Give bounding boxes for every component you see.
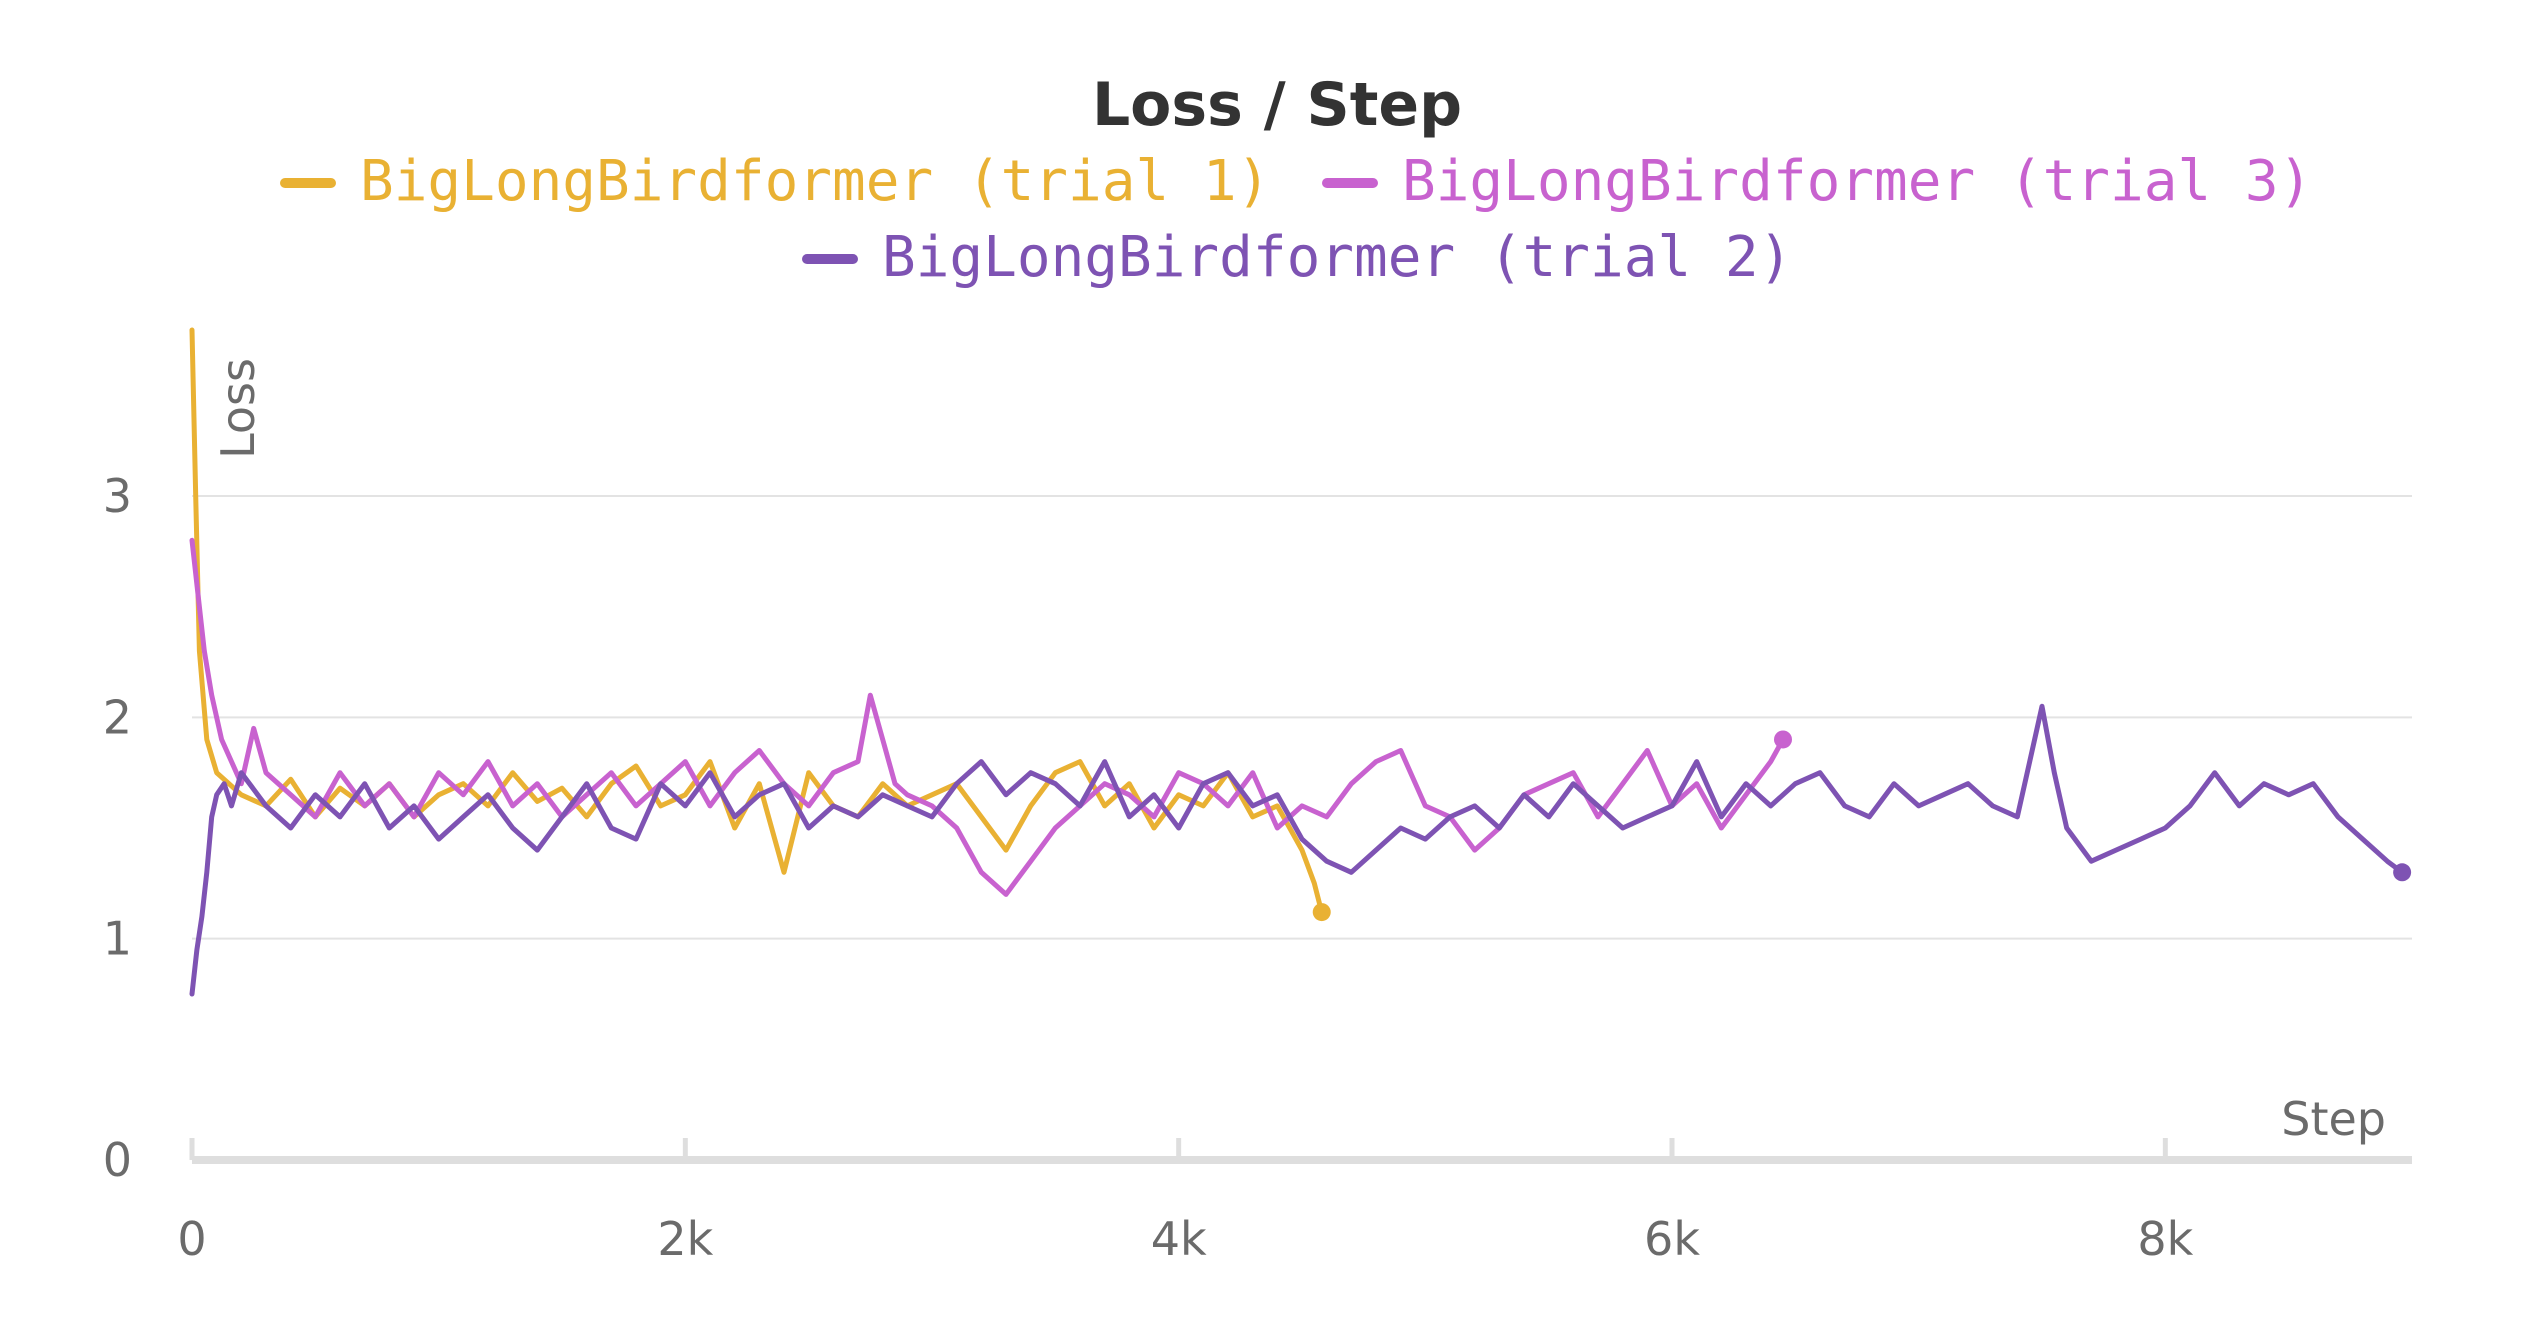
y-axis-title: Loss — [211, 358, 265, 459]
y-tick-label: 1 — [103, 912, 132, 966]
series-endpoint-2 — [1774, 730, 1792, 749]
legend-label: BigLongBirdformer (trial 3) — [1402, 149, 2312, 214]
legend-swatch — [802, 254, 858, 264]
x-tick-label: 2k — [657, 1212, 713, 1266]
x-tick-label: 8k — [2137, 1212, 2193, 1266]
legend-label: BigLongBirdformer (trial 2) — [882, 225, 1792, 290]
axes: 0 2k 4k 6k 8k 0 1 2 3 — [103, 469, 2412, 1266]
legend-swatch — [1322, 178, 1378, 188]
series-line-1 — [189, 327, 1325, 915]
x-axis-title: Step — [2281, 1092, 2386, 1146]
legend-swatch — [280, 178, 336, 188]
y-tick-label: 3 — [103, 469, 132, 523]
x-tick-label: 6k — [1644, 1212, 1700, 1266]
series-line-3 — [189, 703, 2405, 997]
series-lines — [189, 327, 2412, 997]
y-tick-label: 0 — [103, 1133, 132, 1187]
grid — [192, 495, 2412, 940]
chart-title: Loss / Step — [1092, 70, 1462, 140]
series-endpoint-1 — [1312, 903, 1331, 922]
x-tick-label: 0 — [177, 1212, 206, 1266]
legend: BigLongBirdformer (trial 1) BigLongBirdfo… — [280, 149, 2312, 290]
legend-label: BigLongBirdformer (trial 1) — [360, 149, 1270, 214]
series-endpoint-3 — [2393, 863, 2412, 882]
y-tick-label: 2 — [103, 690, 132, 744]
x-tick-label: 4k — [1151, 1212, 1207, 1266]
